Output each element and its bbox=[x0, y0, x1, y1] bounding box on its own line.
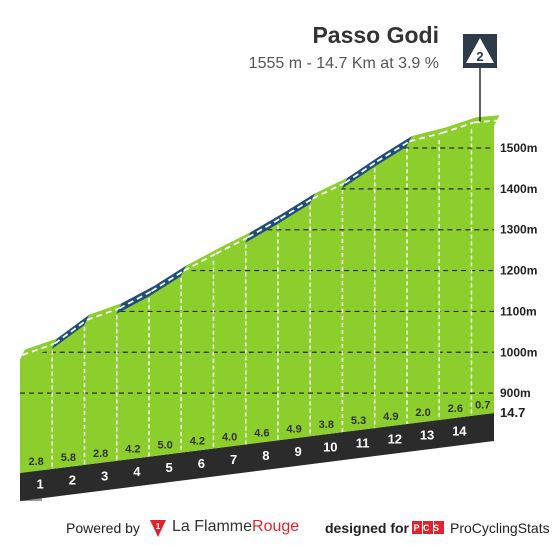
km-label: 7 bbox=[230, 452, 237, 467]
profile-segment-fill bbox=[20, 348, 53, 473]
km-label: 10 bbox=[323, 440, 337, 455]
footer: Powered by 1 La FlammeRouge designed for… bbox=[0, 512, 555, 545]
procyclingstats-link[interactable]: ProCyclingStats bbox=[450, 520, 550, 536]
lfr-name-part1: La Flamme bbox=[172, 518, 253, 535]
profile-roof-layer bbox=[19, 115, 500, 361]
road-centerline bbox=[150, 270, 185, 293]
gradient-label: 2.0 bbox=[415, 407, 430, 419]
road-centerline bbox=[54, 319, 88, 345]
profile-segment-fill bbox=[52, 324, 85, 469]
gradient-label: 4.0 bbox=[222, 431, 237, 443]
profile-segment-fill bbox=[84, 313, 117, 465]
gradient-label: 5.8 bbox=[61, 452, 76, 464]
profile-segment-fill bbox=[148, 275, 182, 457]
gradient-label: 3.8 bbox=[319, 419, 334, 431]
gradient-label: 2.6 bbox=[448, 403, 463, 415]
pcs-logo-text: PCS bbox=[413, 523, 442, 533]
road-centerline bbox=[22, 342, 56, 356]
summit-marker: 2 bbox=[463, 34, 497, 122]
km-label: 3 bbox=[101, 468, 108, 483]
road-centerline bbox=[247, 217, 281, 239]
distance-band bbox=[20, 413, 494, 501]
lfr-name-part2: Rouge bbox=[252, 518, 300, 535]
gradient-label: 4.9 bbox=[286, 423, 301, 435]
road-centerline bbox=[441, 121, 475, 135]
km-label: 4 bbox=[133, 464, 141, 479]
gradient-label: 5.3 bbox=[351, 415, 366, 427]
profile-segment-fill bbox=[181, 258, 214, 453]
gradient-label: 4.9 bbox=[383, 411, 398, 423]
gradient-label: 4.6 bbox=[254, 427, 269, 439]
km-label: 8 bbox=[262, 448, 269, 463]
y-tick-label: 1000m bbox=[500, 345, 537, 359]
y-tick-label: 1300m bbox=[500, 223, 537, 237]
y-tick-label: 900m bbox=[500, 386, 531, 400]
la-flamme-rouge-link[interactable]: La FlammeRouge bbox=[172, 518, 299, 536]
road-centerline bbox=[473, 119, 497, 124]
gradient-label: 2.8 bbox=[28, 456, 43, 468]
road-centerline bbox=[409, 132, 442, 143]
km-label: 14 bbox=[452, 423, 467, 438]
road-centerline bbox=[215, 236, 249, 255]
category-number: 2 bbox=[476, 49, 483, 64]
road-centerline bbox=[279, 197, 314, 220]
km-label: 12 bbox=[388, 432, 402, 447]
km-label: 6 bbox=[198, 456, 205, 471]
km-label: 5 bbox=[165, 460, 172, 475]
climb-title: Passo Godi bbox=[312, 22, 439, 48]
road-centerline bbox=[86, 307, 120, 321]
y-tick-label: 1100m bbox=[500, 304, 537, 318]
km-label: 2 bbox=[69, 472, 76, 487]
svg-text:1: 1 bbox=[156, 522, 161, 531]
gradient-label: 0.7 bbox=[475, 399, 490, 411]
road-centerline bbox=[344, 160, 378, 184]
profile-segment-fill bbox=[374, 146, 407, 429]
la-flamme-rouge-logo-icon[interactable]: 1 bbox=[148, 518, 168, 538]
road-centerline bbox=[183, 252, 217, 272]
profile-segment-fill bbox=[116, 296, 149, 461]
profile-segment-fill bbox=[439, 127, 472, 420]
gradient-label: 5.0 bbox=[157, 440, 172, 452]
end-distance-label: 14.7 bbox=[500, 405, 525, 420]
road-centerline bbox=[312, 182, 346, 200]
gradient-label: 2.8 bbox=[93, 448, 108, 460]
mountain-icon bbox=[466, 38, 494, 63]
label-layer: 900m 1000m 1100m 1200m 1300m 1400m 1500m 2.8 5.8… bbox=[28, 141, 537, 491]
gradient-label: 4.2 bbox=[125, 444, 140, 456]
km-label: 1 bbox=[37, 476, 44, 491]
profile-segment-fill bbox=[277, 203, 311, 441]
road-centerline bbox=[376, 140, 410, 163]
y-tick-label: 1200m bbox=[500, 264, 537, 278]
climb-subtitle: 1555 m - 14.7 Km at 3.9 % bbox=[248, 55, 439, 72]
profile-segment-fill bbox=[342, 166, 375, 433]
pcs-logo-icon[interactable]: PCS bbox=[412, 521, 446, 534]
profile-segment-fill bbox=[245, 223, 278, 445]
profile-fill-layer bbox=[20, 125, 494, 473]
km-label: 13 bbox=[420, 427, 434, 442]
profile-segment-fill bbox=[213, 242, 246, 449]
profile-segment-fill bbox=[406, 138, 440, 425]
gradient-label: 4.2 bbox=[190, 436, 205, 448]
road-centerline bbox=[118, 290, 152, 310]
y-tick-label: 1500m bbox=[500, 141, 537, 155]
km-label: 11 bbox=[356, 436, 370, 451]
km-label: 9 bbox=[294, 444, 301, 459]
designed-for-text: designed for bbox=[325, 520, 410, 536]
gridline-layer bbox=[20, 129, 494, 469]
profile-segment-fill bbox=[310, 187, 343, 437]
powered-by-text: Powered by bbox=[66, 520, 140, 536]
elevation-profile-chart: 900m 1000m 1100m 1200m 1300m 1400m 1500m 2.8 5.8… bbox=[19, 34, 537, 501]
y-tick-label: 1400m bbox=[500, 182, 537, 196]
